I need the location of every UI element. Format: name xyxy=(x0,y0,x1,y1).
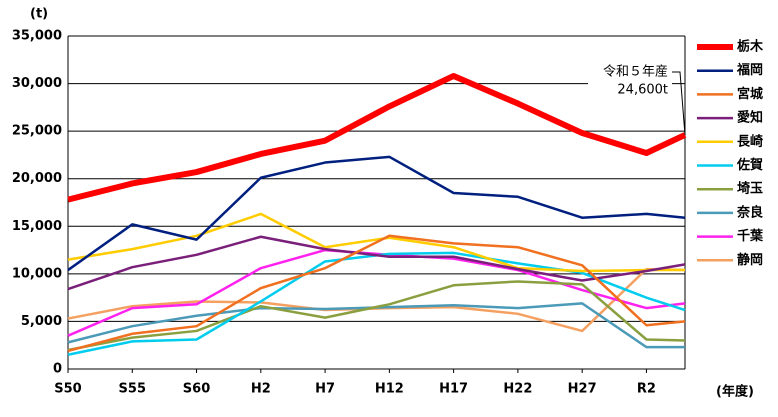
legend-label: 佐賀 xyxy=(736,157,763,173)
series-line xyxy=(67,235,686,291)
legend-label: 愛知 xyxy=(737,110,763,126)
legend-label: 福岡 xyxy=(736,62,763,78)
x-tick-label: H27 xyxy=(568,382,597,397)
series-line xyxy=(67,155,686,272)
series-line xyxy=(67,280,686,352)
y-tick-label: 5,000 xyxy=(21,314,62,329)
series-line xyxy=(67,234,686,353)
legend-label: 埼玉 xyxy=(737,181,763,197)
x-tick-label: S50 xyxy=(54,382,81,397)
x-tick-label: S60 xyxy=(183,382,210,397)
series-line xyxy=(67,72,687,203)
y-tick-label: 15,000 xyxy=(12,219,62,234)
x-tick-label: H2 xyxy=(251,382,271,397)
y-tick-label: 10,000 xyxy=(12,266,62,281)
x-tick-label: H22 xyxy=(503,382,532,397)
annotation: 24,600t xyxy=(617,83,668,98)
y-tick-label: 35,000 xyxy=(12,29,62,44)
x-tick-label: H7 xyxy=(315,382,335,397)
series-line xyxy=(67,302,685,349)
y-tick-label: 20,000 xyxy=(12,171,62,186)
legend-label: 宮城 xyxy=(737,86,763,102)
legend-label: 千葉 xyxy=(737,228,764,244)
leader-line xyxy=(672,71,686,135)
legend-label: 静岡 xyxy=(737,252,763,268)
x-tick-label: H12 xyxy=(375,382,404,397)
series-line xyxy=(67,212,685,273)
y-unit: (t) xyxy=(30,7,48,22)
annotation: 令和５年産 xyxy=(603,64,668,80)
legend-label: 奈良 xyxy=(736,204,763,220)
x-tick-label: H17 xyxy=(439,382,468,397)
y-tick-label: 30,000 xyxy=(12,76,62,91)
legend-label: 栃木 xyxy=(737,39,764,55)
x-tick-label: S55 xyxy=(119,382,146,397)
x-tick-label: R2 xyxy=(637,382,656,397)
y-tick-label: 25,000 xyxy=(12,124,62,139)
legend-label: 長崎 xyxy=(737,133,763,149)
x-axis-label: (年度) xyxy=(716,384,754,400)
series-line xyxy=(67,251,686,356)
y-tick-label: 0 xyxy=(53,362,62,377)
annotation-box xyxy=(588,62,672,98)
